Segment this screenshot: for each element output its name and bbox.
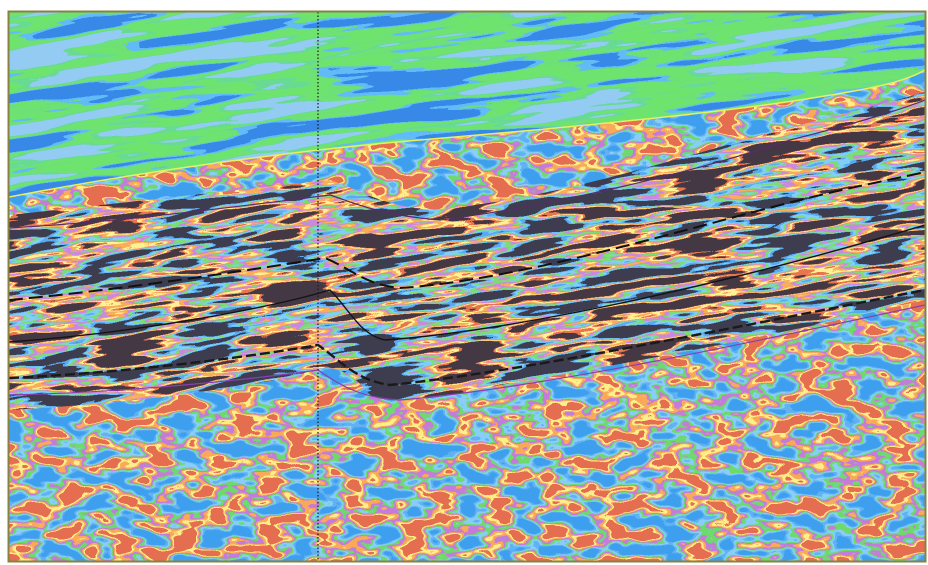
page-body	[0, 0, 928, 565]
section-image	[0, 0, 928, 565]
seismic-section	[0, 0, 928, 565]
page: {} html, body { margin: 0; padding: 0; b…	[0, 0, 928, 565]
